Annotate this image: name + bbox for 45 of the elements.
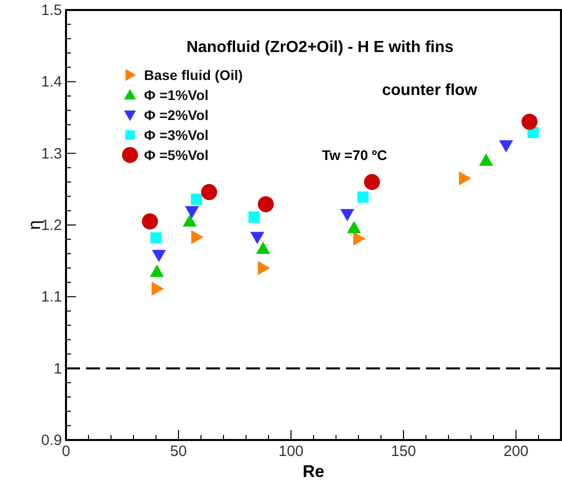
x-tick-label: 50 — [170, 443, 187, 460]
x-tick-label: 200 — [503, 443, 529, 460]
point — [152, 282, 164, 296]
point — [250, 232, 264, 244]
annotation: Tw =70 ºC — [322, 147, 388, 163]
x-tick-label: 100 — [278, 443, 304, 460]
y-tick-label: 0.9 — [41, 432, 62, 449]
y-tick-label: 1.5 — [41, 2, 62, 19]
point — [340, 209, 354, 222]
point — [353, 232, 366, 246]
legend-label: Φ =3%Vol — [144, 127, 209, 143]
y-tick-label: 1.4 — [41, 74, 62, 91]
point — [256, 242, 270, 254]
point — [182, 214, 197, 227]
point — [201, 184, 218, 200]
y-tick-label: 1.3 — [41, 145, 62, 162]
point — [191, 230, 204, 244]
text: Nanofluid (ZrO2+Oil) - H E with fins — [186, 39, 454, 56]
point — [150, 264, 164, 277]
y-tick-label: 1.1 — [41, 288, 62, 306]
point — [258, 196, 274, 212]
point — [185, 206, 199, 218]
point — [347, 220, 361, 234]
legend-label: Φ =5%Vol — [144, 147, 209, 163]
legend-label: Base fluid (Oil) — [144, 67, 243, 83]
annotation: counter flow — [382, 82, 478, 99]
point — [248, 212, 260, 223]
point — [152, 250, 166, 262]
point — [499, 140, 514, 152]
point — [459, 171, 472, 186]
point — [522, 114, 538, 130]
x-tick-label: 150 — [390, 443, 416, 460]
y-tick-label: 1 — [54, 360, 62, 378]
point — [479, 154, 494, 166]
point — [142, 213, 158, 230]
legend-label: Φ =2%Vol — [144, 107, 209, 123]
point — [150, 232, 162, 244]
y-tick-label: 1.2 — [41, 217, 62, 234]
point — [190, 194, 202, 205]
point — [364, 174, 380, 190]
point — [258, 261, 270, 275]
x-tick-label: 0 — [62, 443, 70, 460]
point — [357, 191, 369, 203]
x-axis-title: Re — [302, 462, 324, 481]
legend-label: Φ =1%Vol — [144, 87, 209, 103]
